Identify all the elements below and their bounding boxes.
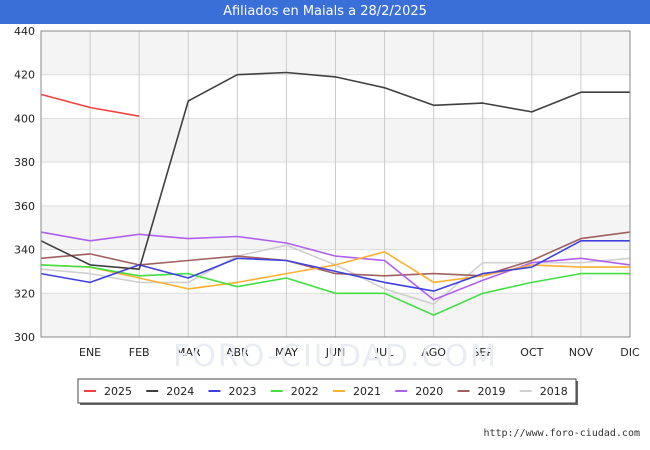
series-line-2021 [40, 251, 630, 290]
y-tick-label: 320 [14, 287, 35, 300]
y-tick-label: 380 [14, 156, 35, 169]
legend-label-2022: 2022 [291, 385, 319, 398]
legend-label-2020: 2020 [415, 385, 443, 398]
source-url: http://www.foro-ciudad.com [483, 428, 640, 439]
x-tick-label: MAY [275, 346, 298, 359]
legend-label-2023: 2023 [229, 385, 257, 398]
x-tick-label: MAR [176, 346, 201, 359]
y-tick-label: 300 [14, 331, 35, 344]
series-line-2023 [40, 240, 630, 292]
x-tick-label: DIC [620, 346, 640, 359]
legend-label-2021: 2021 [353, 385, 381, 398]
legend-box [77, 378, 577, 404]
x-tick-label: OCT [520, 346, 543, 359]
x-tick-label: ABR [226, 346, 249, 359]
legend-label-2019: 2019 [478, 385, 506, 398]
plot-border [40, 30, 631, 338]
legend-label-2025: 2025 [104, 385, 132, 398]
legend-label-2018: 2018 [540, 385, 568, 398]
x-tick-label: NOV [569, 346, 594, 359]
watermark: FORO-CIUDAD.COM [173, 339, 498, 374]
y-tick-label: 400 [14, 112, 35, 125]
chart-title: Afiliados en Maials a 28/2/2025 [0, 0, 650, 24]
x-tick-label: FEB [129, 346, 150, 359]
x-tick-label: SEP [472, 346, 493, 359]
x-tick-label: JUL [375, 346, 394, 359]
y-tick-label: 360 [14, 200, 35, 213]
x-tick-label: JUN [325, 346, 346, 359]
y-tick-label: 440 [14, 25, 35, 38]
series-line-2024 [40, 71, 630, 270]
y-tick-label: 340 [14, 244, 35, 257]
x-tick-label: AGO [421, 346, 446, 359]
y-tick-label: 420 [14, 69, 35, 82]
series-line-2020 [40, 231, 631, 301]
legend-label-2024: 2024 [166, 385, 194, 398]
series-line-2022 [40, 264, 630, 316]
series-line-2025 [40, 93, 140, 117]
x-tick-label: ENE [79, 346, 101, 359]
